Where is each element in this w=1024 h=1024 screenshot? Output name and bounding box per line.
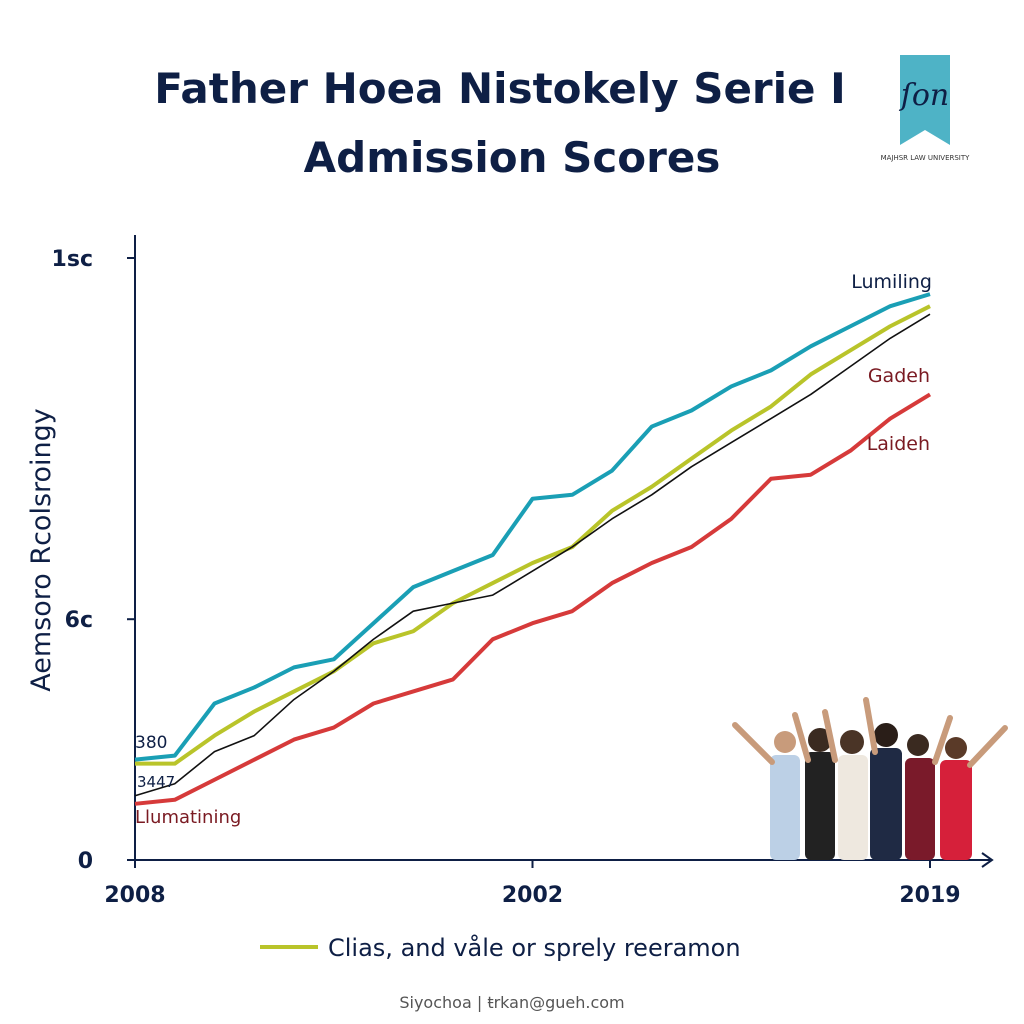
annotation: 3447	[137, 773, 175, 791]
chart-title: Father Hoea Nistokely Serie I	[154, 64, 846, 113]
logo-badge	[900, 55, 950, 145]
lines	[134, 292, 932, 806]
y-tick-label: 0	[78, 849, 93, 874]
x-axis-arrow	[981, 852, 994, 868]
x-tick-label: 2019	[899, 883, 960, 908]
people-photo	[732, 697, 1008, 860]
footer: Siyochoa | ŧrkan@gueh.com	[399, 993, 624, 1012]
annotation: Llumatining	[135, 807, 241, 828]
x-tick-label: 2002	[502, 883, 563, 908]
line-series	[134, 313, 931, 797]
line-series	[134, 392, 932, 806]
series-label: Gadeh	[868, 365, 930, 387]
y-tick-label: 6c	[65, 608, 93, 633]
chart-subtitle: Admission Scores	[304, 133, 721, 182]
y-axis-label: Aemsoro Rcolsroingy	[26, 408, 57, 692]
logo-caption: MAJHSR LAW UNIVERSITY	[881, 154, 971, 162]
y-tick-label: 1sc	[52, 247, 93, 272]
annotation: 380	[135, 733, 167, 753]
logo-text: ſon	[899, 78, 950, 113]
series-label: Laideh	[867, 433, 930, 455]
legend-label: Clias, and våle or sprely reeramon	[328, 933, 741, 962]
series-label: Lumiling	[851, 271, 932, 293]
line-series	[134, 292, 931, 762]
x-tick-label: 2008	[104, 883, 165, 908]
logo: ſon MAJHSR LAW UNIVERSITY	[881, 55, 971, 162]
line-series	[135, 304, 931, 766]
